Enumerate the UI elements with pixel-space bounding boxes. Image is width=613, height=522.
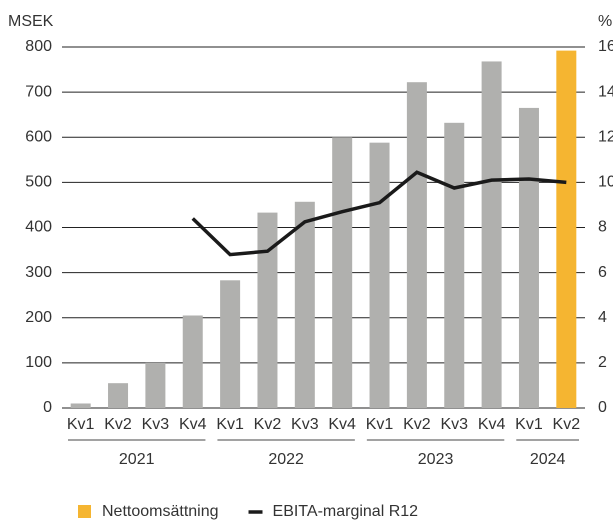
y-tick-label: 600 [25,128,52,145]
x-tick-label: Kv4 [328,416,356,433]
bar [406,82,427,408]
legend-swatch [78,505,91,518]
x-tick-label: Kv2 [553,416,581,433]
bar [108,383,129,408]
y2-tick-label: 6 [598,264,607,281]
y-axis-label: MSEK [8,13,54,30]
bar [220,280,241,408]
x-tick-label: Kv1 [366,416,394,433]
y2-tick-label: 12 [598,128,613,145]
bar [70,403,91,408]
y2-tick-label: 2 [598,354,607,371]
x-tick-label: Kv3 [440,416,468,433]
bar [294,201,315,408]
bar [444,122,465,408]
group-label: 2021 [119,451,155,468]
x-tick-label: Kv3 [142,416,170,433]
y2-axis-label: % [598,13,612,30]
x-tick-label: Kv2 [104,416,132,433]
legend-label: Nettoomsättning [102,503,219,520]
x-tick-label: Kv4 [179,416,207,433]
bar [556,50,577,409]
y-tick-label: 700 [25,83,52,100]
x-tick-label: Kv1 [216,416,244,433]
group-label: 2024 [530,451,566,468]
y2-tick-label: 0 [598,399,607,416]
legend-label: EBITA-marginal R12 [273,503,419,520]
bar [518,107,539,408]
y-tick-label: 200 [25,309,52,326]
x-tick-label: Kv4 [478,416,506,433]
y2-tick-label: 14 [598,83,613,100]
line [191,170,567,257]
x-tick-label: Kv1 [515,416,543,433]
y-tick-label: 0 [43,399,52,416]
y2-tick-label: 8 [598,219,607,236]
y2-tick-label: 10 [598,174,613,191]
y-tick-label: 400 [25,219,52,236]
y-tick-label: 500 [25,174,52,191]
y2-tick-label: 4 [598,309,607,326]
y-tick-label: 300 [25,264,52,281]
x-tick-label: Kv2 [403,416,431,433]
x-tick-label: Kv1 [67,416,95,433]
bar [145,362,166,408]
y-tick-label: 800 [25,38,52,55]
bar [369,142,390,409]
bar [182,315,203,408]
y2-tick-label: 16 [598,38,613,55]
y-tick-label: 100 [25,354,52,371]
x-tick-label: Kv2 [254,416,282,433]
x-tick-label: Kv3 [291,416,319,433]
bar [332,137,353,408]
group-label: 2023 [418,451,454,468]
group-label: 2022 [268,451,304,468]
bar [481,61,502,408]
bar [257,212,278,408]
